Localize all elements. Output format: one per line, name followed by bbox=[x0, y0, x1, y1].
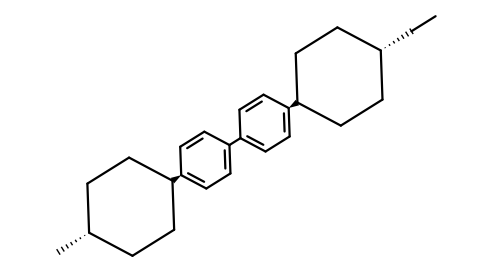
Polygon shape bbox=[171, 175, 181, 183]
Polygon shape bbox=[288, 100, 299, 108]
